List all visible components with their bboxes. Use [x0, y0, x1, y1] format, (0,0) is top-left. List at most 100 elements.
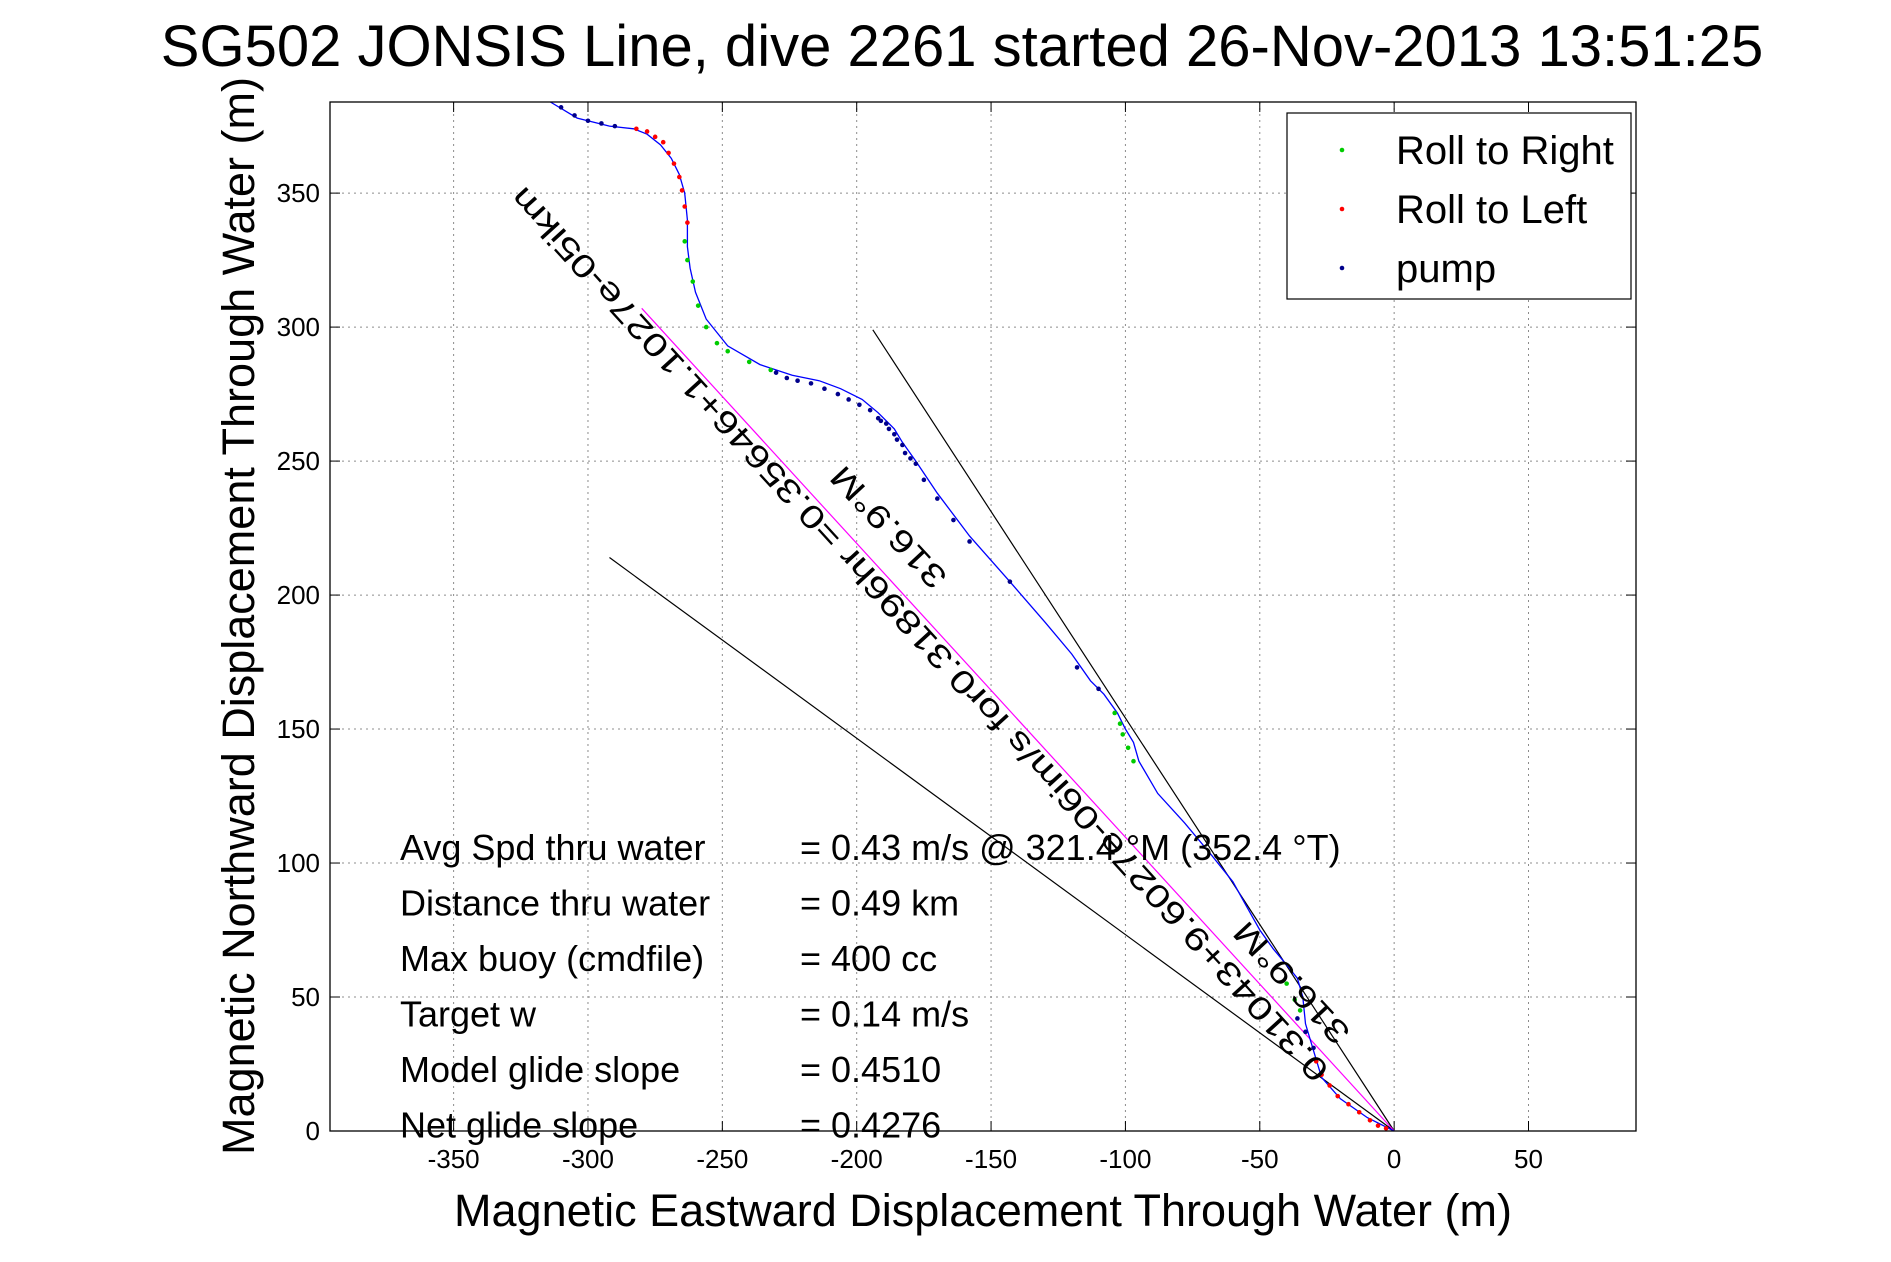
point-roll-to-right [714, 340, 720, 346]
y-ticks: 0 50 100 150 200 250 300 350 [277, 178, 1636, 1146]
point-roll-to-left [1356, 1109, 1362, 1115]
x-tick-label: -100 [1099, 1144, 1151, 1174]
point-roll-to-right [725, 348, 731, 354]
x-tick-label: -250 [696, 1144, 748, 1174]
point-roll-to-right [1120, 732, 1126, 737]
reference-line [609, 557, 1395, 1132]
point-pump [894, 437, 900, 442]
point-roll-to-left [652, 134, 658, 140]
stat-label: Net glide slope [400, 1105, 638, 1146]
stat-value: = 0.4510 [800, 1049, 941, 1090]
point-pump [846, 397, 851, 402]
point-pump [892, 431, 897, 437]
point-roll-to-right [1292, 997, 1298, 1002]
legend: Roll to Right Roll to Left pump [1286, 112, 1632, 300]
y-tick-label: 100 [277, 848, 320, 878]
point-roll-to-left [1383, 1126, 1389, 1131]
point-pump [808, 381, 814, 386]
stat-value: = 0.49 km [800, 883, 959, 924]
reference-line [641, 307, 1395, 1132]
x-ticks: -350 -300 -250 -200 -150 -100 -50 0 50 [428, 102, 1543, 1174]
stat-label: Model glide slope [400, 1049, 680, 1090]
point-roll-to-right [703, 324, 709, 330]
points [558, 105, 1389, 1131]
x-tick-label: -200 [831, 1144, 883, 1174]
point-pump [867, 407, 873, 413]
point-roll-to-left [679, 188, 685, 193]
point-pump [883, 421, 889, 426]
stat-label: Target w [400, 994, 537, 1035]
track [550, 101, 1395, 1132]
y-axis-label: Magnetic Northward Displacement Through … [213, 77, 264, 1155]
point-pump [913, 461, 919, 467]
x-tick-label: -300 [562, 1144, 614, 1174]
reference-lines [609, 307, 1395, 1132]
point-roll-to-right [682, 239, 688, 244]
stat-label: Distance thru water [400, 883, 710, 924]
point-roll-to-left [1367, 1117, 1373, 1123]
point-roll-to-left [685, 220, 690, 225]
reference-line [872, 329, 1395, 1132]
point-pump [585, 118, 591, 124]
x-tick-label: 0 [1387, 1144, 1401, 1174]
point-roll-to-left [634, 126, 639, 132]
stat-value: = 0.43 m/s @ 321.4 °M (352.4 °T) [800, 827, 1341, 868]
point-pump [951, 517, 956, 523]
legend-marker [1339, 265, 1345, 271]
y-tick-label: 250 [277, 446, 320, 476]
point-pump [1295, 1016, 1300, 1021]
point-pump [599, 121, 604, 126]
y-tick-label: 0 [306, 1116, 320, 1146]
point-pump [612, 123, 618, 129]
y-tick-label: 150 [277, 714, 320, 744]
y-tick-label: 300 [277, 312, 320, 342]
point-roll-to-left [1375, 1123, 1381, 1128]
point-pump [773, 370, 779, 375]
point-roll-to-right [685, 257, 690, 263]
point-roll-to-right [1117, 721, 1123, 726]
point-roll-to-left [1319, 1072, 1324, 1078]
point-roll-to-left [1327, 1083, 1332, 1088]
point-roll-to-left [677, 174, 682, 180]
point-roll-to-right [690, 279, 696, 284]
point-pump [784, 375, 790, 381]
legend-label: Roll to Right [1396, 129, 1614, 173]
point-roll-to-left [644, 129, 650, 134]
point-roll-to-right [1131, 758, 1136, 764]
point-pump [822, 386, 827, 392]
stat-label: Avg Spd thru water [400, 827, 706, 868]
x-tick-label: -50 [1241, 1144, 1279, 1174]
point-roll-to-left [660, 139, 666, 145]
point-pump [1007, 579, 1013, 584]
point-pump [795, 378, 800, 383]
stat-value: = 0.14 m/s [800, 994, 969, 1035]
plot-border [329, 101, 1637, 1132]
legend-marker [1339, 147, 1345, 153]
legend-label: pump [1396, 247, 1496, 291]
point-pump [835, 391, 841, 397]
stats-block: Avg Spd thru water = 0.43 m/s @ 321.4 °M … [400, 827, 1341, 1146]
point-pump [558, 105, 564, 110]
point-roll-to-right [746, 359, 752, 365]
x-axis-label: Magnetic Eastward Displacement Through W… [454, 1185, 1512, 1236]
point-pump [900, 442, 905, 448]
point-pump [572, 113, 577, 118]
point-pump [1074, 665, 1080, 670]
x-tick-label: 50 [1514, 1144, 1543, 1174]
point-pump [935, 496, 940, 501]
point-roll-to-left [666, 150, 671, 156]
legend-label: Roll to Left [1396, 188, 1587, 232]
point-roll-to-right [768, 367, 774, 373]
y-tick-label: 200 [277, 580, 320, 610]
stat-value: = 0.4276 [800, 1105, 941, 1146]
point-roll-to-left [1313, 1059, 1319, 1064]
y-tick-label: 50 [291, 982, 320, 1012]
point-roll-to-right [1112, 710, 1117, 716]
legend-marker [1339, 206, 1345, 212]
point-roll-to-right [1297, 1008, 1303, 1013]
point-roll-to-right [1125, 745, 1131, 751]
stat-value: = 400 cc [800, 938, 937, 979]
point-pump [1096, 686, 1101, 692]
point-roll-to-left [1335, 1093, 1341, 1099]
